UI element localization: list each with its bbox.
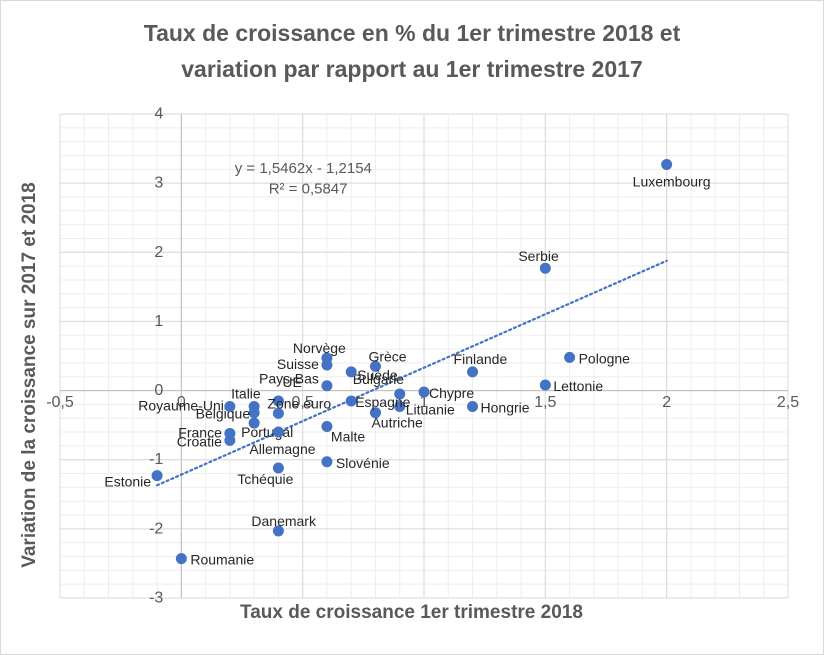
chart-title-line1: Taux de croissance en % du 1er trimestre…: [143, 20, 681, 46]
chart-title-line2: variation par rapport au 1er trimestre 2…: [181, 56, 643, 82]
data-point-label: Norvège: [293, 340, 346, 356]
y-tick-label: 4: [154, 106, 163, 123]
data-point-label: Grèce: [368, 348, 406, 364]
x-tick-label: -0,5: [46, 394, 74, 411]
y-tick-label: -3: [149, 590, 163, 607]
x-tick-label: 1,5: [534, 394, 556, 411]
data-point: [272, 525, 284, 537]
data-point: [272, 407, 284, 419]
trendline-equation: y = 1,5462x - 1,2154: [235, 160, 372, 177]
trendline: [155, 259, 668, 487]
data-point-label: Suisse: [277, 356, 319, 372]
data-point-label: Pays-Bas: [259, 371, 319, 387]
data-point-label: Danemark: [251, 513, 317, 529]
trendline-r2: R² = 0,5847: [269, 181, 348, 198]
data-point: [224, 400, 236, 412]
data-point-label: Slovénie: [336, 455, 390, 471]
trendline-group: y = 1,5462x - 1,2154 R² = 0,5847: [155, 160, 668, 487]
x-tick-label: 0,5: [292, 394, 314, 411]
data-point: [272, 426, 284, 438]
data-point-label: Pologne: [579, 350, 631, 366]
y-tick-label: 3: [154, 175, 163, 192]
data-point: [345, 395, 357, 407]
tick-labels: -0,5 0 0,5 1 1,5 2 2,5 -3 -2 -1 0 1 2 3 4: [46, 106, 799, 607]
y-tick-label: -2: [149, 520, 163, 537]
y-tick-label: -1: [149, 451, 163, 468]
data-point-label: Hongrie: [481, 399, 530, 415]
data-point-label: UE: [282, 374, 301, 390]
data-point: [248, 407, 260, 419]
data-point: [321, 380, 333, 392]
data-point-label: Croatie: [177, 433, 222, 449]
data-point: [369, 360, 381, 372]
data-point-label: Lituanie: [406, 401, 455, 417]
x-tick-label: 0: [177, 394, 186, 411]
data-point: [321, 421, 333, 433]
data-point-label: Autriche: [371, 415, 423, 431]
y-axis-label: Variation de la croissance sur 2017 et 2…: [19, 182, 40, 568]
data-point-label: Belgique: [196, 406, 251, 422]
data-point-label: Espagne: [355, 394, 410, 410]
data-point: [272, 395, 284, 407]
data-point: [467, 366, 479, 378]
data-point-label: Roumanie: [190, 552, 254, 568]
data-point-label: Portugal: [241, 424, 293, 440]
x-axis-label: Taux de croissance 1er trimestre 2018: [240, 602, 583, 623]
x-tick-label: 2: [662, 394, 671, 411]
data-points: Luxembourg Serbie Pologne Lettonie Finlande H…: [104, 158, 711, 568]
data-point-label: Italie: [231, 385, 261, 401]
data-point: [394, 388, 406, 400]
data-point: [539, 262, 551, 274]
data-point-label: Suède: [357, 367, 398, 383]
x-tick-label: 2,5: [777, 394, 799, 411]
data-point-label: Serbie: [518, 248, 559, 264]
data-point-label: Chypre: [429, 385, 474, 401]
data-point: [418, 386, 430, 398]
data-point: [564, 351, 576, 363]
y-tick-label: 1: [154, 313, 163, 330]
data-point: [224, 434, 236, 446]
data-point: [539, 379, 551, 391]
data-point: [175, 553, 187, 565]
data-point-label: Tchéquie: [237, 471, 293, 487]
data-point: [467, 400, 479, 412]
data-point-label: Bulgarie: [353, 371, 405, 387]
y-tick-label: 0: [154, 382, 163, 399]
data-point-label: Zone euro: [267, 395, 331, 411]
data-point-label: Royaume-Uni: [138, 397, 224, 413]
data-point-label: Finlande: [454, 351, 508, 367]
data-point-label: Luxembourg: [633, 173, 711, 189]
data-point: [321, 456, 333, 468]
data-point: [369, 407, 381, 419]
data-point: [394, 400, 406, 412]
y-tick-label: 2: [154, 244, 163, 261]
data-point: [151, 470, 163, 482]
data-point-label: Allemagne: [249, 441, 315, 457]
data-point-label: Lettonie: [553, 378, 603, 394]
x-tick-label: 1: [420, 394, 429, 411]
data-point-label: Malte: [331, 429, 365, 445]
data-point: [321, 359, 333, 371]
data-point: [248, 417, 260, 429]
data-point-label: Estonie: [104, 474, 151, 490]
data-point: [661, 158, 673, 170]
data-point-label: France: [178, 424, 222, 440]
data-point: [345, 366, 357, 378]
data-point: [272, 462, 284, 474]
